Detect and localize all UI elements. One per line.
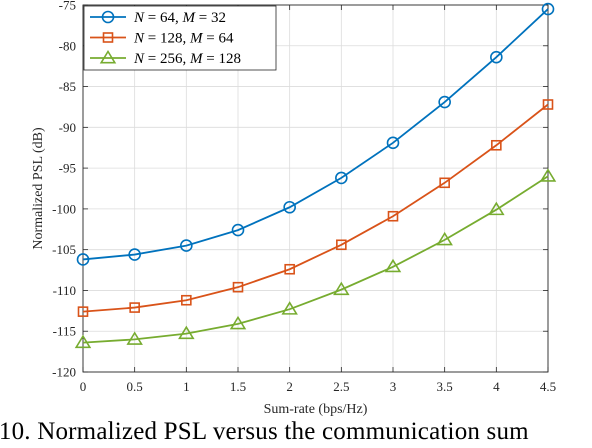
legend-label-3: N = 256, M = 128	[133, 51, 241, 67]
legend-marker-3	[99, 49, 117, 64]
data-point-series-1	[128, 248, 141, 261]
data-point-series-2	[181, 294, 192, 306]
data-point-series-2	[542, 99, 554, 110]
y-tick-label: -85	[59, 79, 76, 94]
data-point-series-2	[336, 239, 347, 251]
x-tick-label: 0.5	[127, 379, 143, 394]
figure-caption: . 10. Normalized PSL versus the communic…	[0, 418, 529, 445]
x-tick-label: 4	[493, 379, 500, 394]
series-line-3	[82, 175, 549, 344]
y-tick-label: -120	[52, 365, 76, 380]
data-point-series-3	[126, 331, 143, 345]
data-point-series-3	[384, 258, 402, 273]
series-line-1	[82, 8, 549, 261]
data-point-series-2	[77, 306, 89, 317]
x-tick-label: 2.5	[333, 379, 349, 394]
data-point-series-1	[76, 253, 90, 266]
data-point-series-3	[281, 301, 298, 315]
legend-marker-2	[102, 32, 114, 43]
axes-frame	[82, 4, 549, 373]
data-point-series-1	[231, 223, 245, 237]
x-tick-label: 1	[183, 379, 190, 394]
legend-marker-1	[101, 10, 115, 24]
y-tick-label: -75	[59, 0, 76, 13]
legend-label-1: N = 64, M = 32	[133, 10, 226, 26]
data-point-series-3	[178, 325, 195, 340]
data-point-series-3	[229, 315, 247, 330]
data-point-series-3	[539, 168, 557, 182]
x-tick-label: 3	[390, 379, 397, 394]
x-tick-label: 1.5	[230, 379, 246, 394]
y-tick-label: -105	[52, 242, 76, 257]
x-axis-label: Sum-rate (bps/Hz)	[264, 402, 368, 417]
data-point-series-2	[387, 210, 399, 222]
y-tick-label: -110	[53, 283, 76, 298]
data-point-series-2	[491, 139, 502, 151]
data-point-series-1	[541, 2, 555, 16]
x-tick-label: 3.5	[437, 379, 453, 394]
data-point-series-3	[488, 201, 505, 216]
series-line-2	[82, 103, 549, 313]
y-tick-label: -80	[59, 38, 76, 53]
data-point-series-1	[490, 50, 503, 64]
data-point-series-2	[284, 263, 295, 275]
data-point-series-1	[180, 239, 193, 252]
y-axis-label: Normalized PSL (dB)	[31, 127, 46, 250]
data-point-series-2	[129, 302, 140, 313]
data-point-series-2	[439, 177, 450, 189]
legend-label-2: N = 128, M = 64	[133, 31, 234, 47]
x-tick-label: 4.5	[540, 379, 556, 394]
data-point-series-2	[232, 281, 244, 293]
data-point-series-3	[74, 334, 92, 349]
data-point-series-1	[283, 200, 296, 214]
x-tick-label: 2	[286, 379, 293, 394]
data-point-series-1	[335, 171, 348, 185]
data-point-series-1	[438, 95, 451, 109]
y-tick-label: -115	[53, 324, 76, 339]
y-tick-label: -95	[59, 161, 76, 176]
x-tick-label: 0	[80, 379, 87, 394]
data-point-series-3	[436, 231, 453, 246]
y-tick-label: -100	[52, 201, 76, 216]
y-tick-label: -90	[59, 120, 76, 135]
data-point-series-3	[333, 281, 350, 296]
data-point-series-1	[386, 136, 400, 150]
